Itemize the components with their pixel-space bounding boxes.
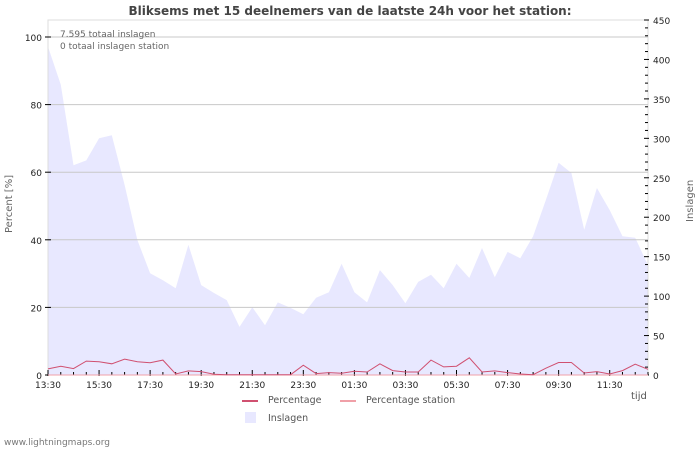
legend-strikes-label: Inslagen [268,413,309,424]
tick-label: 13:30 [35,381,61,391]
legend-percentage-swatch [242,400,258,402]
tick-label: 17:30 [137,381,163,391]
tick-label: 100 [25,34,42,44]
tick-label: 09:30 [546,381,572,391]
total-strikes-annotation: 7.595 totaal inslagen [60,30,156,40]
total-station-annotation: 0 totaal inslagen station [60,42,170,52]
tick-label: 400 [653,56,670,66]
percentage-line [47,357,649,376]
tick-label: 350 [653,96,670,106]
tick-label: 15:30 [86,381,112,391]
chart-title: Bliksems met 15 deelnemers van de laatst… [128,4,572,18]
tick-label: 150 [653,254,670,264]
tick-label: 250 [653,175,670,185]
strikes-area [48,46,648,376]
legend-percentage-station-swatch [340,400,356,402]
x-axis-label: tijd [631,391,647,402]
tick-label: 300 [653,135,670,145]
tick-label: 40 [31,237,43,247]
footer-source: www.lightningmaps.org [4,438,110,448]
tick-label: 60 [31,169,43,179]
tick-label: 19:30 [188,381,214,391]
tick-label: 100 [653,293,670,303]
left-axis-label: Percent [%] [4,174,15,233]
tick-label: 11:30 [597,381,623,391]
tick-label: 01:30 [341,381,367,391]
right-axis-label: Inslagen [685,179,696,222]
tick-label: 0 [36,372,42,382]
tick-label: 80 [31,102,43,112]
tick-label: 0 [653,372,659,382]
tick-label: 23:30 [290,381,316,391]
tick-label: 20 [31,304,43,314]
tick-label: 03:30 [392,381,418,391]
legend-strikes-swatch [245,412,256,423]
legend-percentage-station-label: Percentage station [366,395,456,406]
tick-label: 50 [653,333,665,343]
tick-label: 200 [653,214,670,224]
tick-label: 450 [653,17,670,27]
legend-percentage-label: Percentage [268,395,322,406]
tick-label: 05:30 [444,381,470,391]
tick-label: 21:30 [239,381,265,391]
tick-label: 07:30 [495,381,521,391]
